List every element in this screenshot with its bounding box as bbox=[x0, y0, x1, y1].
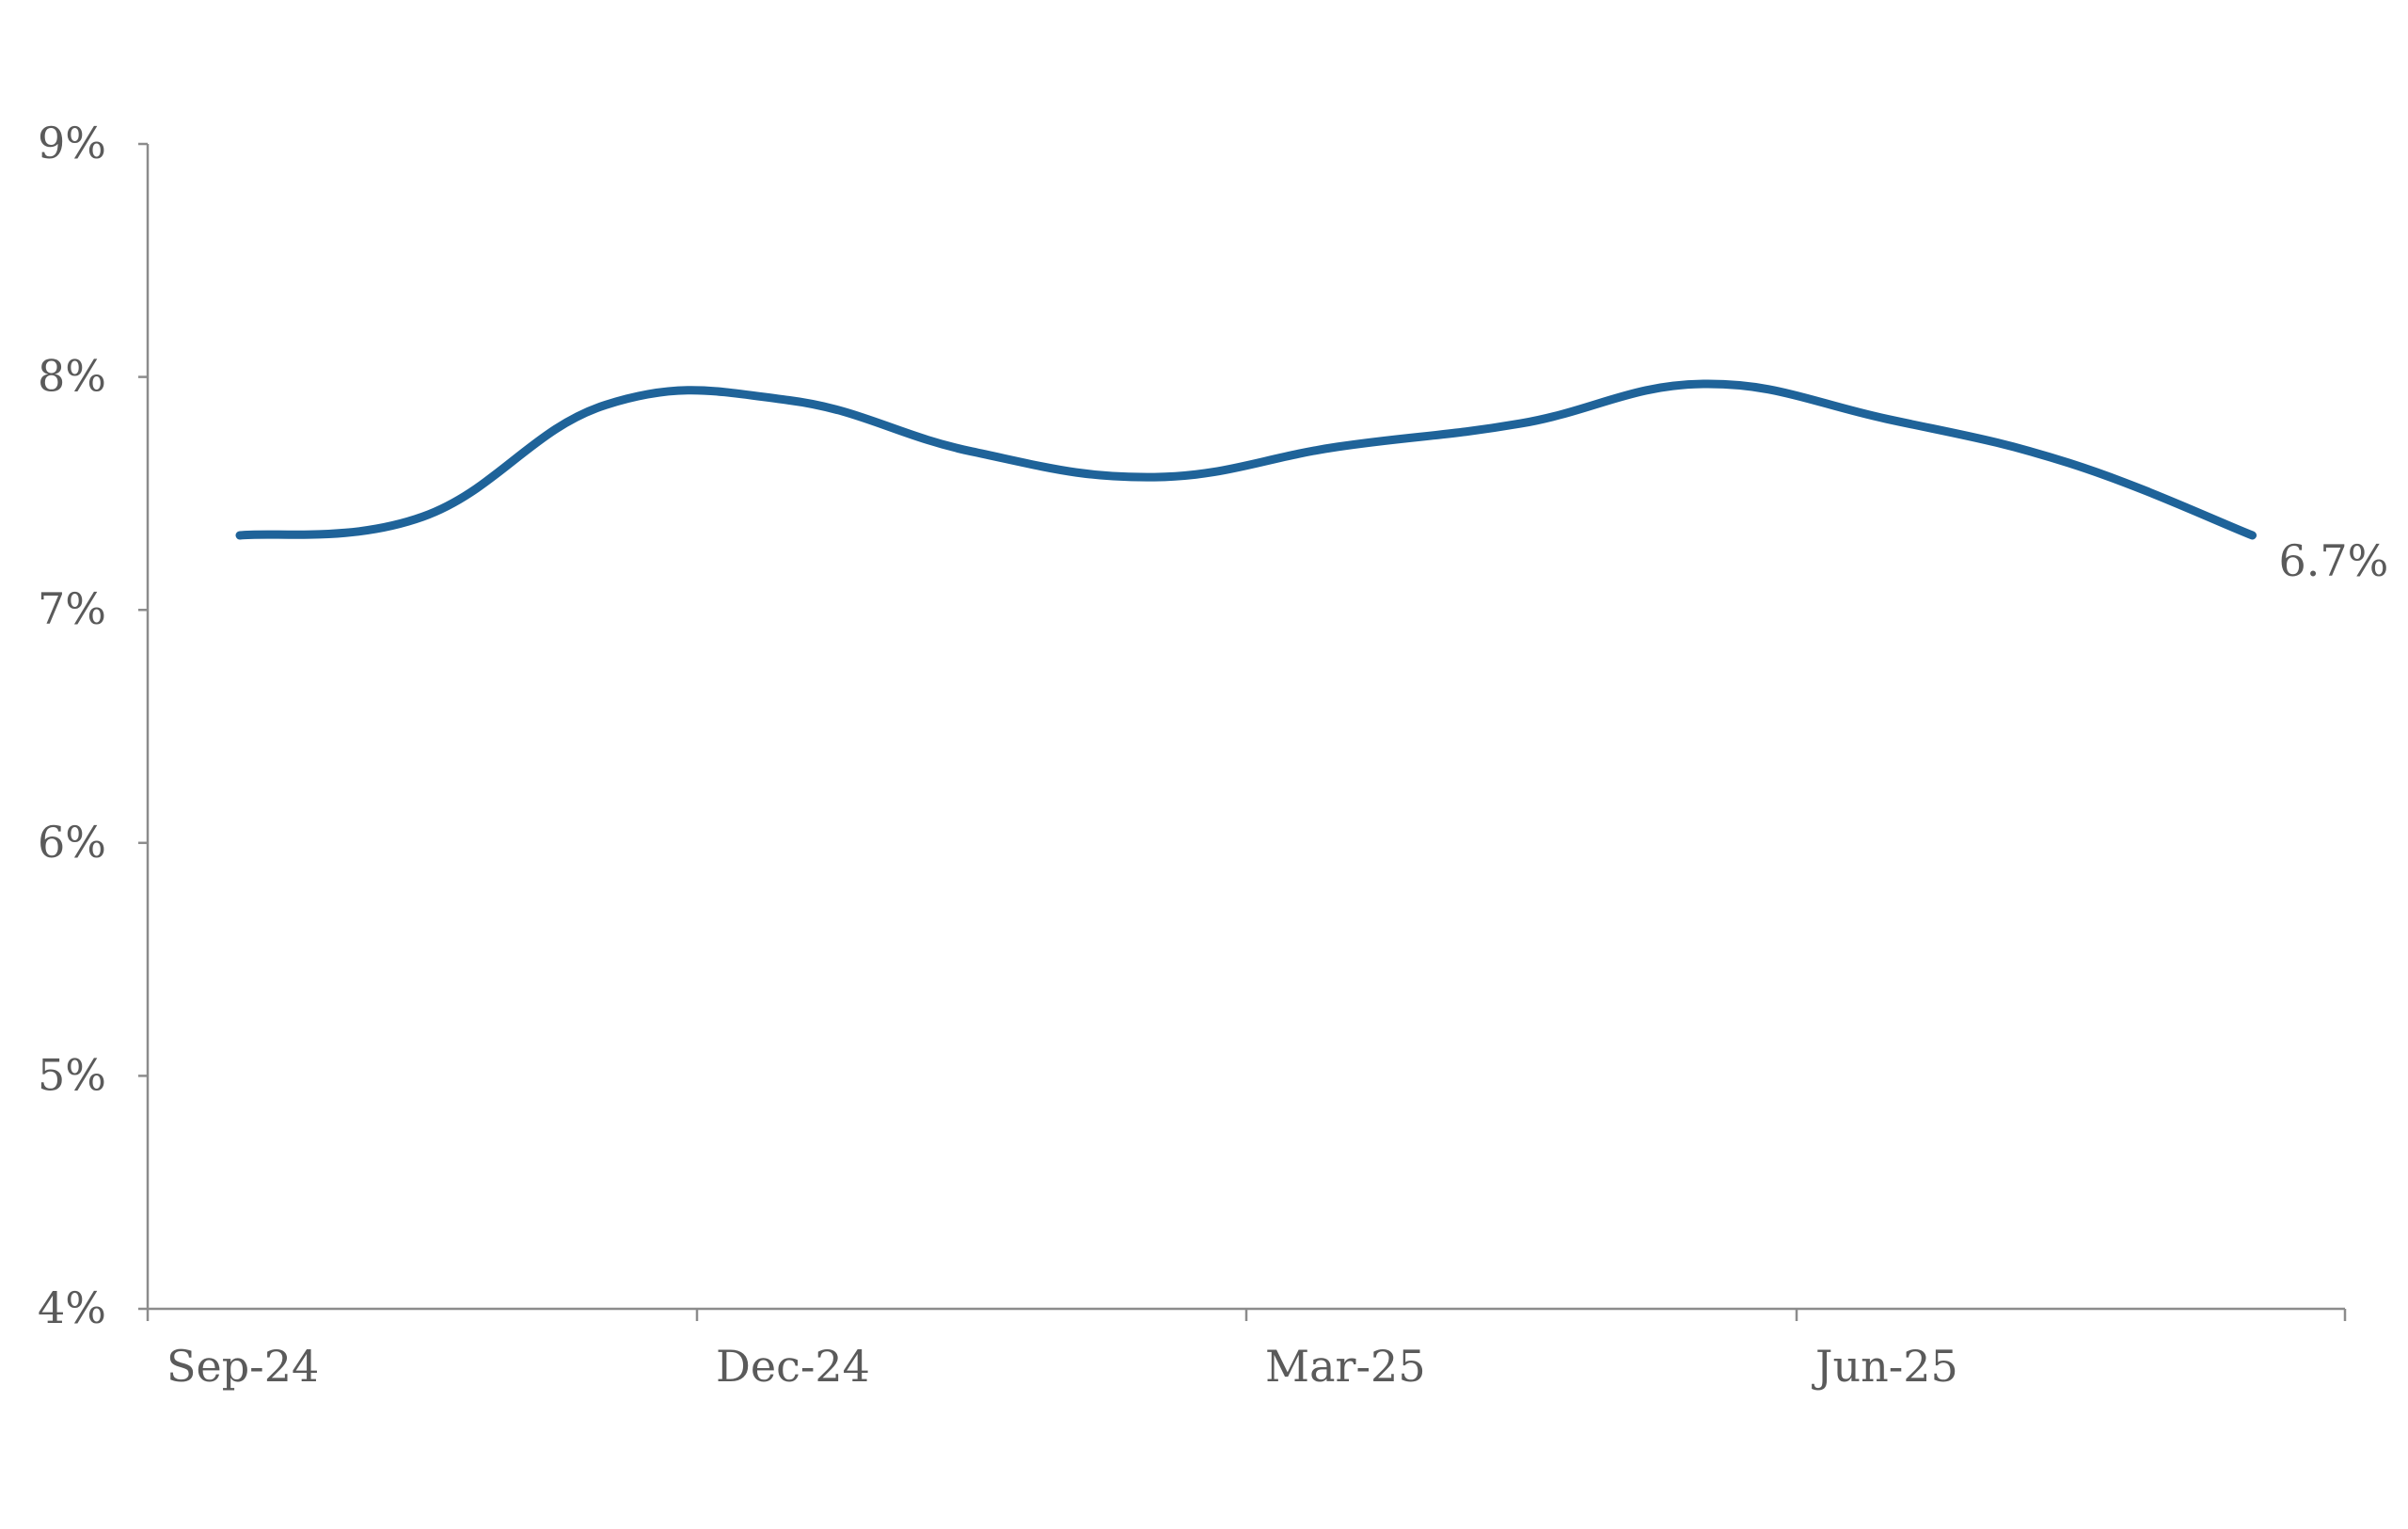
y-tick-label: 7% bbox=[38, 583, 106, 634]
x-tick-label: Jun-25 bbox=[1812, 1341, 1958, 1392]
x-tick-label: Mar-25 bbox=[1265, 1341, 1426, 1392]
y-tick-label: 4% bbox=[38, 1282, 106, 1333]
series-line bbox=[235, 379, 2257, 540]
y-tick-label: 5% bbox=[38, 1049, 106, 1100]
y-tick-label: 8% bbox=[38, 351, 106, 402]
axes bbox=[138, 142, 2347, 1321]
tick-labels: 4% 5% 6% 7% 8% 9% Sep-24 Dec-24 Mar-25 Jun-25 bbox=[38, 118, 1958, 1392]
x-tick-label: Dec-24 bbox=[716, 1341, 870, 1392]
end-value-label: 6.7% bbox=[2279, 535, 2389, 586]
annotations: 6.7% bbox=[2279, 535, 2389, 586]
y-tick-label: 6% bbox=[38, 817, 106, 868]
series-layer bbox=[235, 379, 2257, 540]
x-tick-label: Sep-24 bbox=[166, 1341, 319, 1392]
y-tick-label: 9% bbox=[38, 118, 106, 168]
